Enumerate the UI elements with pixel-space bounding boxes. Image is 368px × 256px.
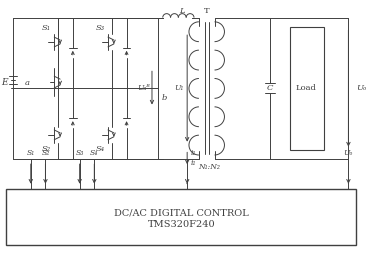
Text: S₃: S₃ [96,24,105,32]
Bar [290,27,324,150]
Text: U₁: U₁ [174,84,183,92]
Text: i₁: i₁ [191,150,197,157]
Text: a: a [24,79,29,87]
Text: S₄: S₄ [90,150,99,157]
Text: T: T [204,7,209,15]
Text: S₁: S₁ [26,150,35,157]
Text: Load: Load [296,84,317,92]
Bar [6,189,356,245]
Text: Uₒ: Uₒ [356,84,367,92]
Text: TMS320F240: TMS320F240 [148,220,215,229]
Text: S₂: S₂ [42,145,51,153]
Text: S₂: S₂ [41,150,50,157]
Text: S₄: S₄ [96,145,105,153]
Text: i₁: i₁ [191,159,197,167]
Text: Uₒ: Uₒ [344,150,353,157]
Text: C: C [267,84,273,92]
Text: b: b [162,94,167,102]
Text: Uₐᴮ: Uₐᴮ [137,84,150,92]
Text: N₁:N₂: N₁:N₂ [198,163,220,171]
Text: S₃: S₃ [75,150,84,157]
Text: DC/AC DIGITAL CONTROL: DC/AC DIGITAL CONTROL [114,209,249,218]
Text: E: E [1,78,8,87]
Text: S₁: S₁ [42,24,51,32]
Text: L: L [180,7,185,15]
